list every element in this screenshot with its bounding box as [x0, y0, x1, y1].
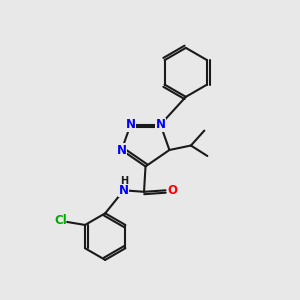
- Text: N: N: [117, 143, 127, 157]
- Text: N: N: [155, 118, 166, 131]
- Text: H: H: [120, 176, 128, 186]
- Text: Cl: Cl: [55, 214, 68, 227]
- Text: N: N: [119, 184, 129, 197]
- Text: O: O: [167, 184, 177, 197]
- Text: N: N: [126, 118, 136, 131]
